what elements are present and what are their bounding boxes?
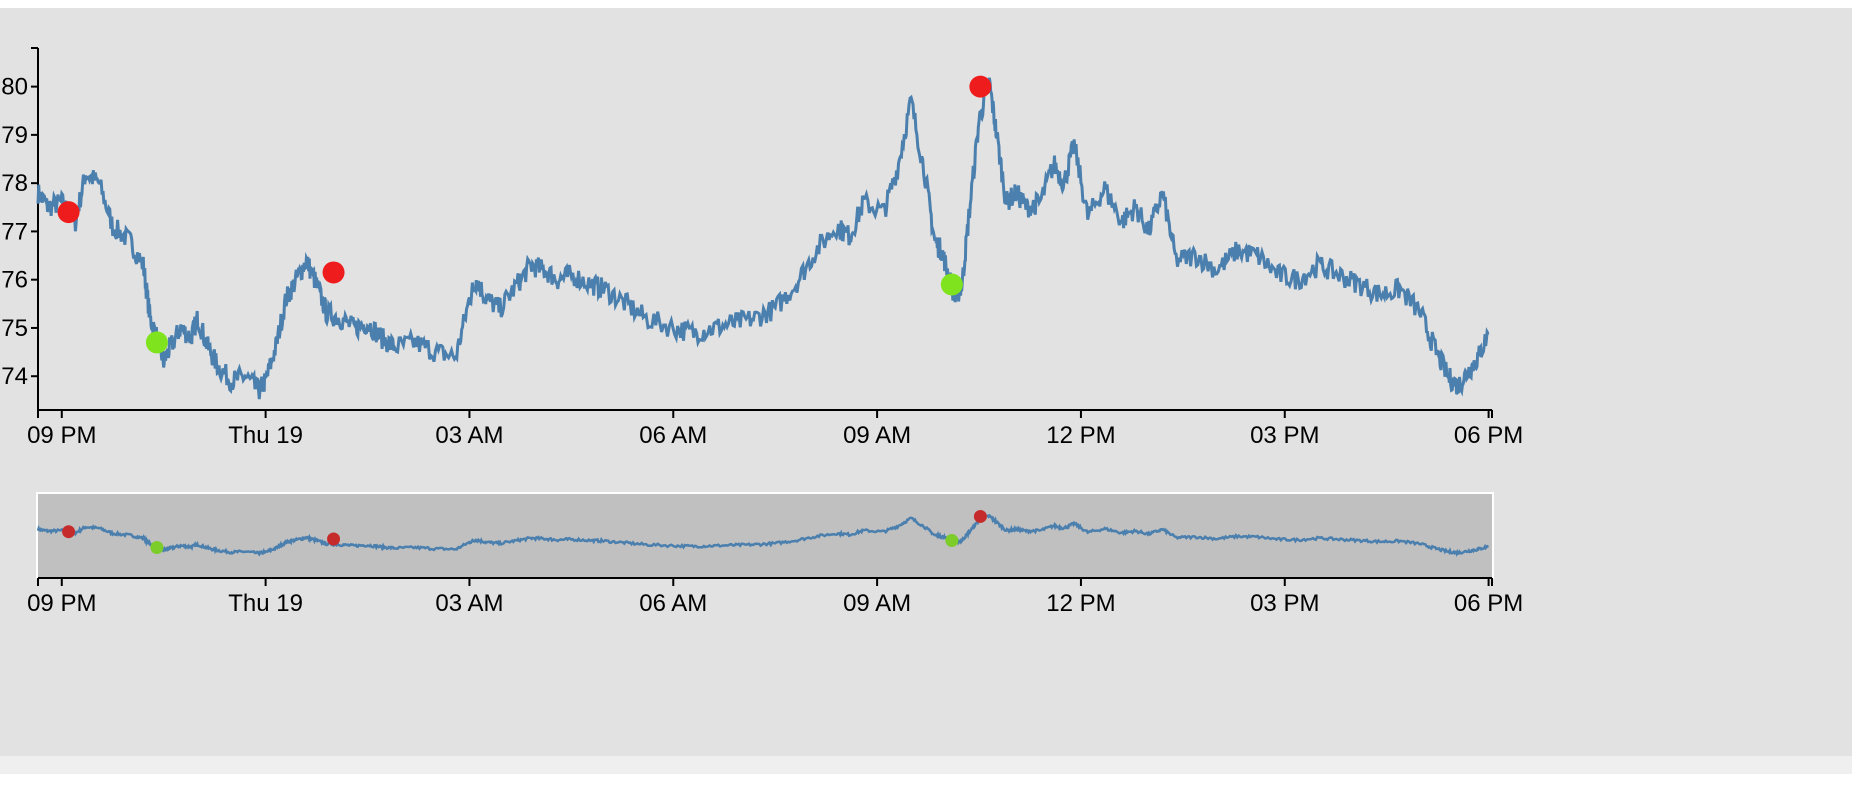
brush-selection[interactable] <box>36 492 1494 579</box>
overview-marker <box>150 541 164 555</box>
overview-chart[interactable]: 09 PM Thu 19 03 AM 06 AM 09 AM 12 PM 03 PM 06 P… <box>27 492 1523 617</box>
overview-marker <box>62 525 76 539</box>
y-tick-label: 78 <box>1 170 28 197</box>
overview-line <box>36 513 1489 558</box>
overview-x-tick-label: 06 AM <box>639 590 707 617</box>
x-tick-label: Thu 19 <box>228 422 303 449</box>
overview-x-tick-label: 03 AM <box>435 590 503 617</box>
overview-x-tick: 06 PM <box>1454 578 1523 617</box>
y-tick: 74 <box>1 363 38 390</box>
overview-marker <box>945 533 959 547</box>
overview-x-tick-label: 06 PM <box>1454 590 1523 617</box>
overview-x-axis: 09 PM Thu 19 03 AM 06 AM 09 AM 12 PM 03 PM 06 P… <box>27 577 1523 617</box>
overview-x-tick-label: 12 PM <box>1046 590 1115 617</box>
y-tick: 77 <box>1 218 38 245</box>
y-tick-label: 77 <box>1 218 28 245</box>
main-chart: 74 75 76 77 78 79 80 09 PM Thu 19 03 AM 06 AM 09 A… <box>1 47 1523 449</box>
y-tick: 80 <box>1 74 38 101</box>
x-tick: Thu 19 <box>228 410 303 449</box>
x-tick: 09 PM <box>27 410 96 449</box>
x-tick-label: 09 PM <box>27 422 96 449</box>
y-axis: 74 75 76 77 78 79 80 <box>1 47 39 410</box>
event-marker <box>322 261 345 284</box>
overview-x-tick: 03 AM <box>435 578 503 617</box>
x-tick: 09 AM <box>843 410 911 449</box>
y-tick: 79 <box>1 122 38 149</box>
overview-x-tick-label: 09 PM <box>27 590 96 617</box>
temperature-line <box>36 77 1490 400</box>
overview-marker <box>973 509 987 523</box>
bottom-band <box>0 756 1852 774</box>
y-tick-label: 75 <box>1 315 28 342</box>
overview-x-tick: Thu 19 <box>228 578 303 617</box>
overview-x-tick: 09 PM <box>27 578 96 617</box>
x-tick-label: 09 AM <box>843 422 911 449</box>
overview-marker <box>327 532 341 546</box>
overview-x-tick-label: 03 PM <box>1250 590 1319 617</box>
x-tick-label: 03 AM <box>435 422 503 449</box>
event-marker <box>145 331 168 354</box>
y-tick-label: 80 <box>1 74 28 101</box>
overview-x-tick: 03 PM <box>1250 578 1319 617</box>
overview-x-tick-label: 09 AM <box>843 590 911 617</box>
overview-x-tick: 06 AM <box>639 578 707 617</box>
x-tick-label: 06 PM <box>1454 422 1523 449</box>
overview-x-tick: 09 AM <box>843 578 911 617</box>
x-tick: 12 PM <box>1046 410 1116 449</box>
chart-panel <box>0 8 1852 756</box>
x-tick: 06 AM <box>639 410 707 449</box>
event-marker <box>940 273 963 296</box>
markers <box>57 75 992 354</box>
overview-x-tick: 12 PM <box>1046 578 1116 617</box>
x-tick: 06 PM <box>1454 410 1523 449</box>
x-tick: 03 PM <box>1250 410 1319 449</box>
x-tick: 03 AM <box>435 410 503 449</box>
y-tick-label: 74 <box>1 363 28 390</box>
y-tick-label: 76 <box>1 267 28 294</box>
event-marker <box>969 75 992 98</box>
x-tick-label: 12 PM <box>1046 422 1115 449</box>
y-tick: 76 <box>1 267 38 294</box>
x-tick-label: 03 PM <box>1250 422 1319 449</box>
overview-x-tick-label: Thu 19 <box>228 590 303 617</box>
overview-markers <box>62 509 987 555</box>
x-tick-label: 06 AM <box>639 422 707 449</box>
event-marker <box>57 201 80 224</box>
y-tick-label: 79 <box>1 122 28 149</box>
x-axis: 09 PM Thu 19 03 AM 06 AM 09 AM 12 PM 03 PM 06 P… <box>27 409 1523 449</box>
y-tick: 78 <box>1 170 38 197</box>
y-tick: 75 <box>1 315 38 342</box>
